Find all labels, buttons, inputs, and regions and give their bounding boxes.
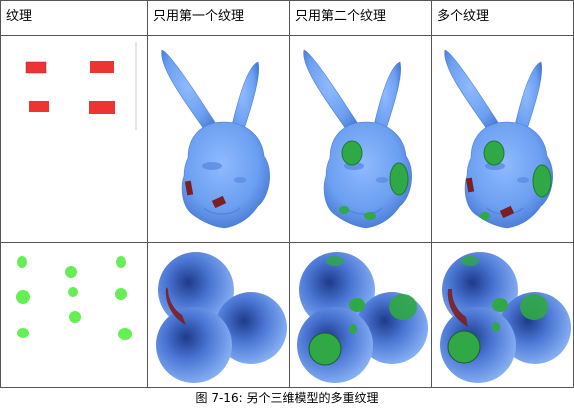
- three-spheres-icon: [297, 252, 428, 383]
- three-spheres-icon: [440, 252, 571, 383]
- figure-grid: [0, 0, 574, 388]
- red-texture-map: [25, 42, 137, 130]
- header-first-texture-only: 只用第一个纹理: [153, 9, 245, 24]
- bunny-icon: [161, 49, 271, 229]
- header-multiple-textures: 多个纹理: [437, 9, 490, 24]
- figure-caption: 图 7-16: 另个三维模型的多重纹理: [195, 391, 379, 405]
- bunny-icon: [303, 49, 413, 229]
- three-spheres-icon: [156, 252, 287, 383]
- header-second-texture-only: 只用第二个纹理: [295, 9, 387, 24]
- bunny-icon: [444, 49, 554, 229]
- green-texture-map: [16, 256, 132, 340]
- header-texture: 纹理: [6, 9, 33, 24]
